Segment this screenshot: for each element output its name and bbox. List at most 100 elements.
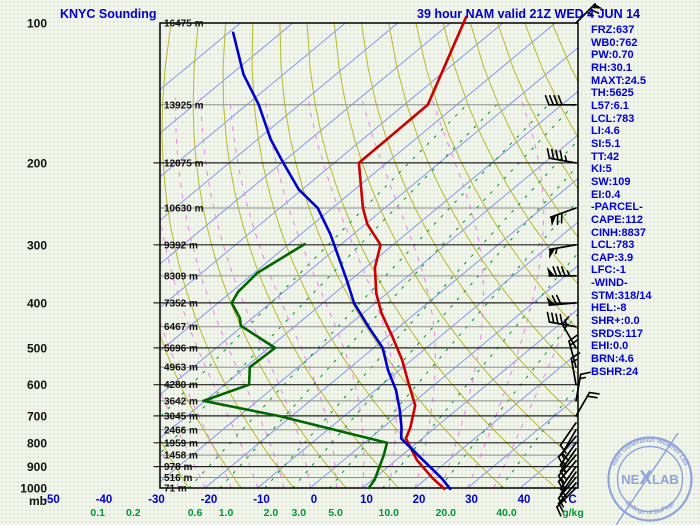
mixing-ratio-lines: [160, 104, 578, 488]
pressure-lines: [153, 104, 579, 478]
altitude-label: 516 m: [164, 473, 192, 484]
altitude-label: 7352 m: [164, 298, 198, 309]
sounding-curves: [202, 15, 468, 491]
pressure-label: 300: [27, 238, 47, 252]
wind-barb: [546, 294, 577, 307]
mixing-tick-label: 40.0: [496, 507, 517, 519]
wind-barb: [548, 243, 577, 259]
wind-barb: [575, 3, 603, 24]
wind-barb: [559, 422, 577, 454]
altitude-label: 12075 m: [164, 158, 204, 169]
altitude-label: 6467 m: [164, 322, 198, 333]
temp-tick-label: -20: [201, 494, 218, 506]
parcel-curve: [231, 31, 452, 491]
pressure-label: 600: [27, 378, 47, 392]
mixing-tick-label: 3.0: [291, 507, 306, 519]
index-line: TH:5625: [591, 87, 634, 100]
indices-panel: FRZ:637 WB0:762 PW:0.70 RH:30.1 MAXT:24.5 TH:…: [591, 24, 696, 378]
index-line: SRDS:117: [591, 327, 643, 340]
index-line: -PARCEL-: [591, 201, 643, 214]
temp-tick-label: 0: [311, 494, 317, 506]
logo-slash: [615, 433, 679, 525]
pressure-label: 100: [27, 16, 47, 30]
wind-barb: [575, 371, 592, 402]
logo-inner-ring: [616, 445, 684, 513]
temp-tick-label: 10: [360, 494, 373, 506]
index-line: BRN:4.6: [591, 353, 634, 366]
altitude-label: 16475 m: [164, 18, 204, 29]
pressure-label: 200: [27, 156, 47, 170]
wind-barb: [556, 487, 577, 517]
pressure-label: 1000: [20, 481, 47, 495]
mixing-tick-label: 1.0: [219, 507, 234, 519]
mixing-tick-label: 10.0: [379, 507, 400, 519]
altitude-label: 1959 m: [164, 438, 198, 449]
mixing-unit-label: g/kg: [562, 507, 584, 519]
wind-barb: [549, 207, 577, 227]
altitude-label: 5696 m: [164, 343, 198, 354]
pressure-label: 400: [27, 296, 47, 310]
temp-tick-label: -50: [43, 494, 60, 506]
wind-barb: [557, 460, 577, 491]
index-line: TT:42: [591, 150, 620, 163]
wind-barb: [561, 316, 577, 349]
index-line: LCL:783: [591, 239, 635, 252]
temp-tick-label: 40: [518, 494, 531, 506]
index-line: WB0:762: [591, 36, 638, 49]
pressure-label: 800: [27, 436, 47, 450]
wind-barb: [557, 435, 577, 467]
moist-adiabat-lines: [160, 97, 578, 488]
index-line: BSHR:24: [591, 365, 639, 378]
altitude-label: 1458 m: [164, 451, 198, 462]
altitude-label: 71 m: [164, 483, 187, 494]
index-line: SW:109: [591, 175, 631, 188]
index-line: FRZ:637: [591, 24, 635, 36]
index-line: LCL:783: [591, 112, 635, 125]
altitude-label: 9392 m: [164, 240, 198, 251]
mixing-tick-label: 2.0: [264, 507, 279, 519]
wind-barb: [547, 266, 577, 277]
altitude-label: 13925 m: [164, 100, 204, 111]
index-line: SI:5.1: [591, 137, 621, 150]
index-line: MAXT:24.5: [591, 74, 647, 87]
temp-tick-label: -30: [148, 494, 165, 506]
index-line: RH:30.1: [591, 61, 632, 74]
mixing-tick-label: 0.2: [126, 507, 141, 519]
index-line: CINH:8837: [591, 226, 647, 239]
pressure-unit-label: mb: [29, 494, 47, 508]
wind-barb: [546, 148, 577, 164]
altitude-label: 2466 m: [164, 425, 198, 436]
index-line: PW:0.70: [591, 49, 634, 62]
pressure-label: 900: [27, 460, 47, 474]
index-line: HEL:-8: [591, 302, 627, 315]
altitude-label: 8309 m: [164, 271, 198, 282]
logo-name: NEXLAB: [621, 468, 678, 489]
index-line: CAP:3.9: [591, 251, 634, 264]
mixing-tick-label: 0.6: [188, 507, 203, 519]
index-line: EHI:0.0: [591, 340, 629, 353]
wind-barb: [544, 95, 577, 106]
temperature-curve: [357, 15, 468, 491]
wind-barbs: [544, 3, 603, 517]
pressure-label: 700: [27, 409, 47, 423]
temp-tick-label: 20: [413, 494, 426, 506]
logo-outer-ring: [607, 436, 693, 522]
index-line: CAPE:112: [591, 213, 643, 226]
index-line: EI:0.4: [591, 188, 621, 201]
temp-tick-label: -40: [96, 494, 113, 506]
mixing-tick-label: 0.1: [90, 507, 105, 519]
altitude-label: 3642 m: [164, 396, 198, 407]
altitude-label: 4280 m: [164, 380, 198, 391]
index-line: STM:318/14: [591, 289, 652, 302]
temp-tick-label: -10: [253, 494, 270, 506]
altitude-label: 10630 m: [164, 203, 204, 214]
temp-tick-label: 30: [465, 494, 478, 506]
wind-barb: [568, 334, 579, 369]
altitude-label: 4963 m: [164, 363, 198, 374]
wind-barb: [575, 391, 600, 417]
page-title: KNYC Sounding: [60, 7, 157, 21]
